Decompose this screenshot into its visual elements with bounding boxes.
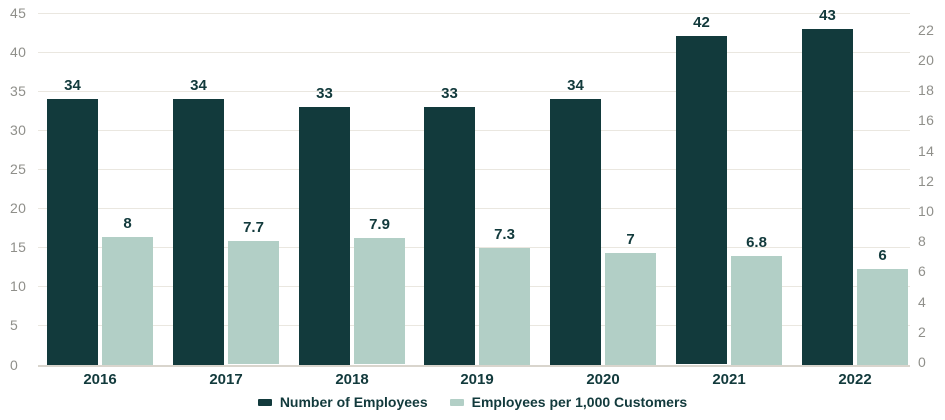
- bar-value-label: 34: [567, 77, 584, 94]
- left-axis-tick-label: 20: [10, 200, 27, 216]
- bar-value-label: 6.8: [746, 234, 767, 251]
- bar-value-label: 7: [626, 231, 635, 248]
- bar-number-of-employees[interactable]: [424, 107, 475, 365]
- x-axis-year-label: 2019: [460, 371, 494, 388]
- bar-number-of-employees[interactable]: [802, 29, 853, 365]
- left-axis-tick-label: 25: [10, 161, 27, 177]
- bar-value-label: 7.9: [369, 216, 390, 233]
- left-axis-tick-label: 0: [10, 357, 19, 373]
- bar-value-label: 43: [819, 7, 836, 24]
- bar-employees-per-1000-customers[interactable]: [228, 241, 279, 364]
- legend-label: Number of Employees: [279, 394, 428, 410]
- bar-employees-per-1000-customers[interactable]: [479, 248, 530, 365]
- legend-label: Employees per 1,000 Customers: [471, 394, 688, 410]
- legend-swatch: [257, 398, 272, 406]
- bar-value-label: 33: [441, 85, 458, 102]
- bar-value-label: 8: [123, 215, 132, 232]
- left-axis-tick-label: 5: [10, 317, 19, 333]
- bar-value-label: 34: [64, 77, 81, 94]
- legend-item: Employees per 1,000 Customers: [449, 394, 688, 410]
- x-axis-year-label: 2016: [83, 371, 117, 388]
- x-axis-year-label: 2022: [838, 371, 872, 388]
- left-axis-tick-label: 10: [10, 278, 27, 294]
- left-axis-tick-label: 40: [10, 44, 27, 60]
- bar-number-of-employees[interactable]: [299, 107, 350, 365]
- bar-employees-per-1000-customers[interactable]: [102, 237, 153, 365]
- gridline: [38, 91, 910, 92]
- left-axis-tick-label: 30: [10, 122, 27, 138]
- x-axis-year-label: 2020: [586, 371, 620, 388]
- right-axis-tick-label: 14: [918, 143, 935, 159]
- right-axis-tick-label: 6: [918, 263, 927, 279]
- right-axis-tick-label: 12: [918, 173, 935, 189]
- bar-employees-per-1000-customers[interactable]: [731, 256, 782, 365]
- right-axis-tick-label: 2: [918, 324, 927, 340]
- bar-value-label: 42: [693, 14, 710, 31]
- bar-value-label: 7.3: [494, 226, 515, 243]
- bar-value-label: 7.7: [243, 219, 264, 236]
- right-axis-tick-label: 0: [918, 354, 927, 370]
- right-axis-tick-label: 16: [918, 112, 935, 128]
- left-axis-tick-label: 15: [10, 239, 27, 255]
- right-axis-tick-label: 18: [918, 82, 935, 98]
- legend-swatch: [449, 398, 464, 406]
- bar-value-label: 33: [316, 85, 333, 102]
- right-axis-tick-label: 8: [918, 233, 927, 249]
- right-axis-tick-label: 22: [918, 22, 935, 38]
- left-axis-tick-label: 35: [10, 83, 27, 99]
- x-axis-baseline: [38, 365, 910, 367]
- bar-number-of-employees[interactable]: [550, 99, 601, 365]
- bar-employees-per-1000-customers[interactable]: [354, 238, 405, 364]
- gridline: [38, 52, 910, 53]
- x-axis-year-label: 2017: [209, 371, 243, 388]
- gridline: [38, 13, 910, 14]
- bar-number-of-employees[interactable]: [173, 99, 224, 365]
- bar-employees-per-1000-customers[interactable]: [857, 269, 908, 365]
- bar-number-of-employees[interactable]: [676, 36, 727, 364]
- left-axis-tick-label: 45: [10, 5, 27, 21]
- x-axis-year-label: 2021: [712, 371, 746, 388]
- bar-value-label: 6: [878, 247, 887, 264]
- bar-value-label: 34: [190, 77, 207, 94]
- right-axis-tick-label: 4: [918, 294, 927, 310]
- chart-legend: Number of Employees Employees per 1,000 C…: [0, 392, 945, 412]
- right-axis-tick-label: 20: [918, 52, 935, 68]
- bar-employees-per-1000-customers[interactable]: [605, 253, 656, 365]
- bar-number-of-employees[interactable]: [47, 99, 98, 365]
- legend-item: Number of Employees: [257, 394, 428, 410]
- right-axis-tick-label: 10: [918, 203, 935, 219]
- x-axis-year-label: 2018: [335, 371, 369, 388]
